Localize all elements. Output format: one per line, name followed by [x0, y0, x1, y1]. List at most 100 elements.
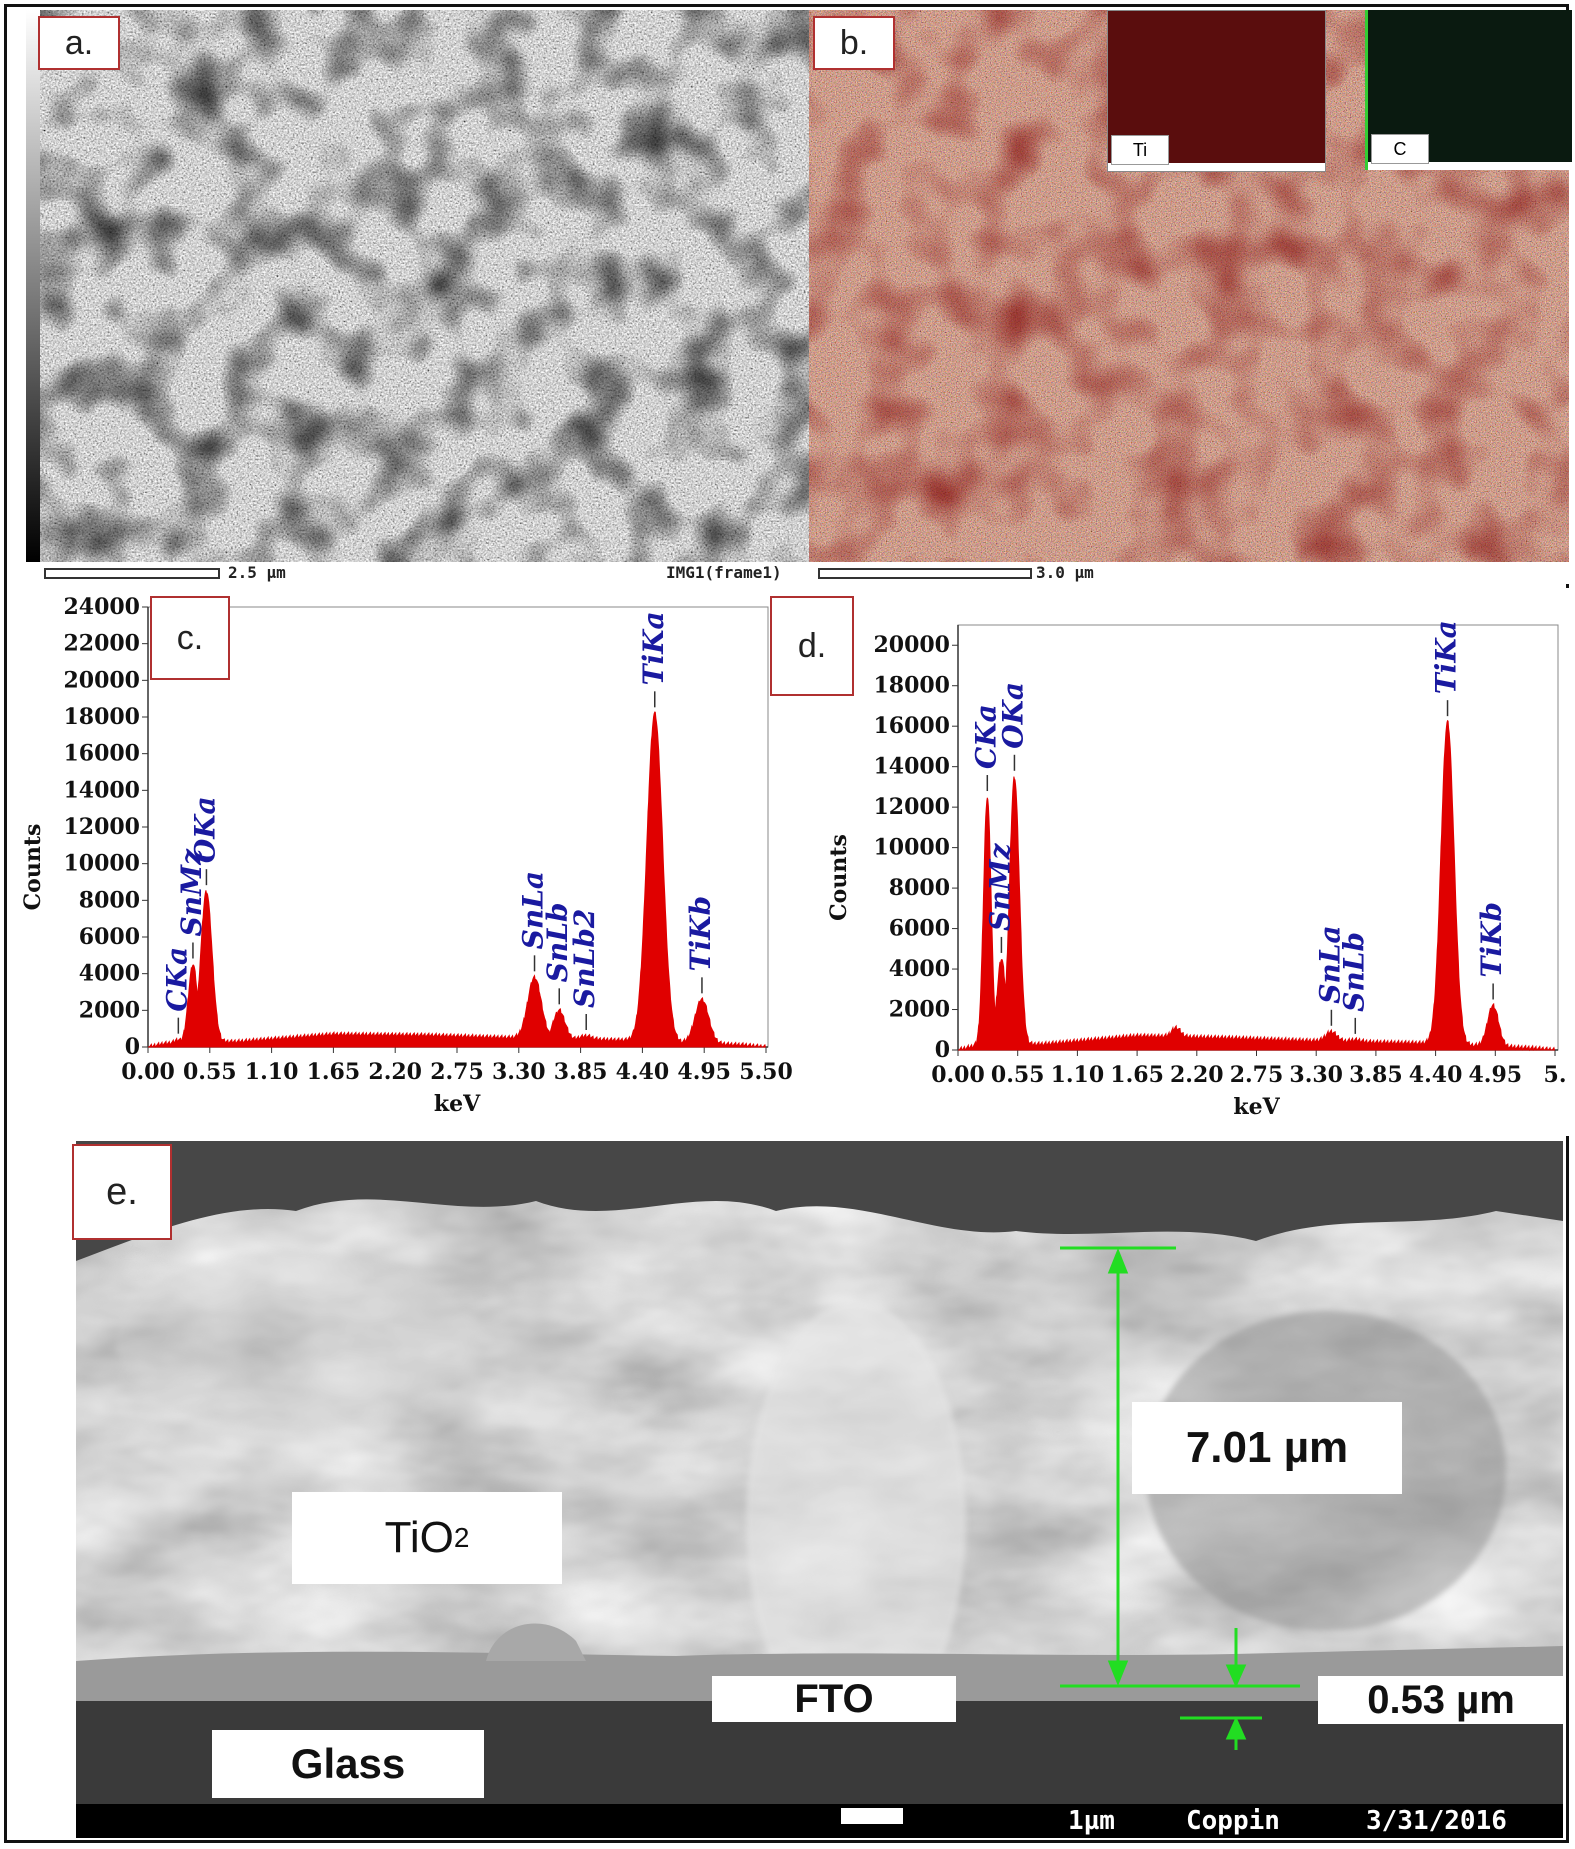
y-tick-label: 4000 — [79, 961, 140, 987]
sem-footer-date: 3/31/2016 — [1366, 1806, 1507, 1836]
x-tick-label: 4.40 — [1409, 1062, 1463, 1088]
peak-label: CKa — [160, 947, 193, 1012]
y-tick-label: 8000 — [79, 887, 140, 913]
peak-label: SnLb — [541, 902, 574, 982]
scalebar-b — [818, 568, 1032, 579]
eds-spectrum-c-svg: 0 2000 4000 6000 8000 10000 12000 14000 16000 180… — [20, 594, 793, 1117]
x-tick-label: 5. — [1544, 1062, 1567, 1088]
y-tick-label: 6000 — [79, 924, 140, 950]
y-tick-label: 18000 — [63, 704, 140, 730]
y-tick-label: 10000 — [873, 835, 950, 861]
panel-label-a: a. — [38, 16, 120, 70]
peak-label: SnLb2 — [568, 909, 601, 1008]
fto-arrow-head-top — [1225, 1664, 1247, 1688]
y-axis-label: Counts — [20, 824, 46, 911]
x-tick-label: 2.20 — [368, 1059, 422, 1085]
peak-label: OKa — [996, 682, 1029, 749]
x-tick-label: 1.65 — [1110, 1062, 1164, 1088]
inset-ti-map: Ti — [1107, 10, 1326, 172]
x-tick-label: 3.30 — [1289, 1062, 1343, 1088]
peak-label: SnMz — [175, 848, 208, 937]
scale-text-b: 3.0 µm — [1036, 563, 1094, 582]
sem-texture-a — [26, 10, 809, 562]
x-axis-label: keV — [434, 1091, 481, 1117]
x-tick-label: 1.10 — [1051, 1062, 1105, 1088]
inset-ti-label: Ti — [1111, 135, 1169, 165]
spectrum-area — [958, 719, 1555, 1052]
x-tick-label: 4.40 — [616, 1059, 670, 1085]
sem-footer-operator: Coppin — [1186, 1806, 1280, 1836]
y-tick-label: 20000 — [873, 632, 950, 658]
y-tick-label: 4000 — [889, 956, 950, 982]
y-tick-label: 0 — [125, 1034, 140, 1060]
x-axis-label: keV — [1233, 1094, 1280, 1120]
peak-label: TiKa — [1430, 620, 1463, 694]
y-axis-label: Counts — [826, 834, 852, 921]
y-tick-label: 24000 — [63, 594, 140, 620]
y-tick-label: 18000 — [873, 673, 950, 699]
y-tick-label: 12000 — [63, 814, 140, 840]
y-tick-label: 6000 — [889, 916, 950, 942]
y-tick-label: 14000 — [873, 754, 950, 780]
x-tick-label: 3.85 — [554, 1059, 608, 1085]
inset-c-scalebar — [1368, 162, 1572, 170]
eds-spectrum-d-svg: 0 2000 4000 6000 8000 10000 12000 14000 16000 180… — [826, 620, 1567, 1120]
measurement-arrows — [1060, 1246, 1300, 1750]
layer-label-tio2-text: TiO — [384, 1513, 454, 1562]
peak-label: TiKb — [684, 896, 717, 971]
x-tick-label: 0.00 — [931, 1062, 985, 1088]
x-tick-label: 5.50 — [739, 1059, 793, 1085]
peak-label: SnLa — [517, 871, 550, 949]
peak-label: TiKb — [1475, 902, 1508, 977]
y-tick-label: 10000 — [63, 851, 140, 877]
panel-label-d: d. — [770, 596, 854, 696]
peak-label: SnLa — [1313, 925, 1346, 1003]
layer-label-tio2: TiO 2 — [292, 1492, 562, 1584]
peak-label: TiKa — [637, 611, 670, 685]
sem-cross-section-e — [76, 1141, 1563, 1804]
inset-ti-scalebar — [1108, 163, 1325, 171]
y-tick-label: 22000 — [63, 631, 140, 657]
panel-label-c: c. — [150, 596, 230, 680]
peak-label: CKa — [969, 704, 1002, 769]
film-arrow-head-top — [1107, 1247, 1129, 1274]
layer-label-tio2-sub: 2 — [453, 1522, 470, 1553]
y-tick-label: 8000 — [889, 875, 950, 901]
x-tick-label: 3.85 — [1349, 1062, 1403, 1088]
sem-footer-scale: 1µm — [1068, 1806, 1115, 1836]
y-tick-label: 20000 — [63, 667, 140, 693]
scalebar-row: 2.5 µm IMG1(frame1) 3.0 µm — [26, 562, 1569, 584]
x-tick-label: 0.00 — [121, 1059, 175, 1085]
fto-arrow-head-bottom — [1225, 1716, 1247, 1740]
scale-text-a: 2.5 µm — [228, 563, 286, 582]
y-tick-label: 16000 — [873, 713, 950, 739]
sem-footer: 1µm Coppin 3/31/2016 — [76, 1804, 1563, 1838]
plot-frame — [957, 624, 1559, 1051]
x-tick-label: 1.65 — [307, 1059, 361, 1085]
eds-spectrum-c: 0 2000 4000 6000 8000 10000 12000 14000 16000 180… — [10, 588, 820, 1136]
x-tick-label: 4.95 — [1469, 1062, 1523, 1088]
x-tick-label: 2.20 — [1170, 1062, 1224, 1088]
y-tick-label: 14000 — [63, 777, 140, 803]
y-tick-label: 2000 — [889, 997, 950, 1023]
peak-label: SnLb — [1337, 932, 1370, 1012]
scalebar-a — [44, 568, 220, 579]
sem-scalebar — [841, 1808, 903, 1824]
thickness-label-film: 7.01 µm — [1132, 1402, 1402, 1494]
eds-spectrum-d: 0 2000 4000 6000 8000 10000 12000 14000 16000 180… — [810, 588, 1569, 1136]
peak-label: OKa — [188, 796, 221, 863]
spectrum-area — [148, 711, 766, 1048]
inset-c-map: C — [1365, 10, 1572, 170]
y-tick-label: 12000 — [873, 794, 950, 820]
inset-c-label: C — [1371, 134, 1429, 164]
y-tick-label: 2000 — [79, 997, 140, 1023]
layer-label-glass: Glass — [212, 1730, 484, 1798]
plot-frame — [147, 606, 769, 1048]
panel-label-b: b. — [813, 16, 895, 70]
layer-label-fto: FTO — [712, 1676, 956, 1722]
x-tick-label: 3.30 — [492, 1059, 546, 1085]
x-tick-label: 2.75 — [1230, 1062, 1284, 1088]
x-tick-label: 1.10 — [245, 1059, 299, 1085]
panel-label-e: e. — [72, 1144, 172, 1240]
y-tick-label: 0 — [935, 1037, 950, 1063]
